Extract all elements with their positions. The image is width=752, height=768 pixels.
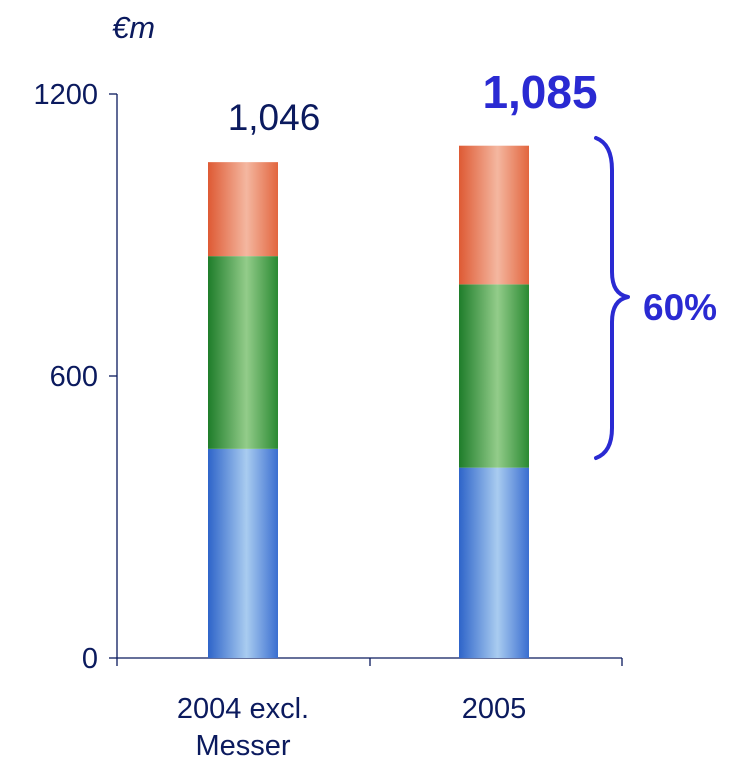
bar-1-segment-1: [459, 284, 529, 468]
bar-1-segment-0: [459, 467, 529, 658]
bar-0-segment-1: [208, 256, 278, 449]
x-category-label-0: 2004 excl. Messer: [177, 693, 309, 762]
bar-0-segment-0: [208, 448, 278, 658]
bar-total-label-0: 1,046: [228, 97, 321, 138]
bars-group: [208, 145, 529, 658]
y-tick-label-1200: 1200: [33, 79, 98, 111]
unit-label: €m: [112, 10, 155, 45]
y-tick-label-600: 600: [50, 361, 98, 393]
y-tick-label-0: 0: [82, 643, 98, 675]
bracket-brace: [594, 136, 630, 460]
bar-0-segment-2: [208, 162, 278, 257]
x-category-label-1: 2005: [462, 693, 527, 725]
bracket-percent-label: 60%: [643, 287, 717, 328]
bar-1-segment-2: [459, 145, 529, 285]
bar-total-label-1: 1,085: [482, 66, 597, 118]
